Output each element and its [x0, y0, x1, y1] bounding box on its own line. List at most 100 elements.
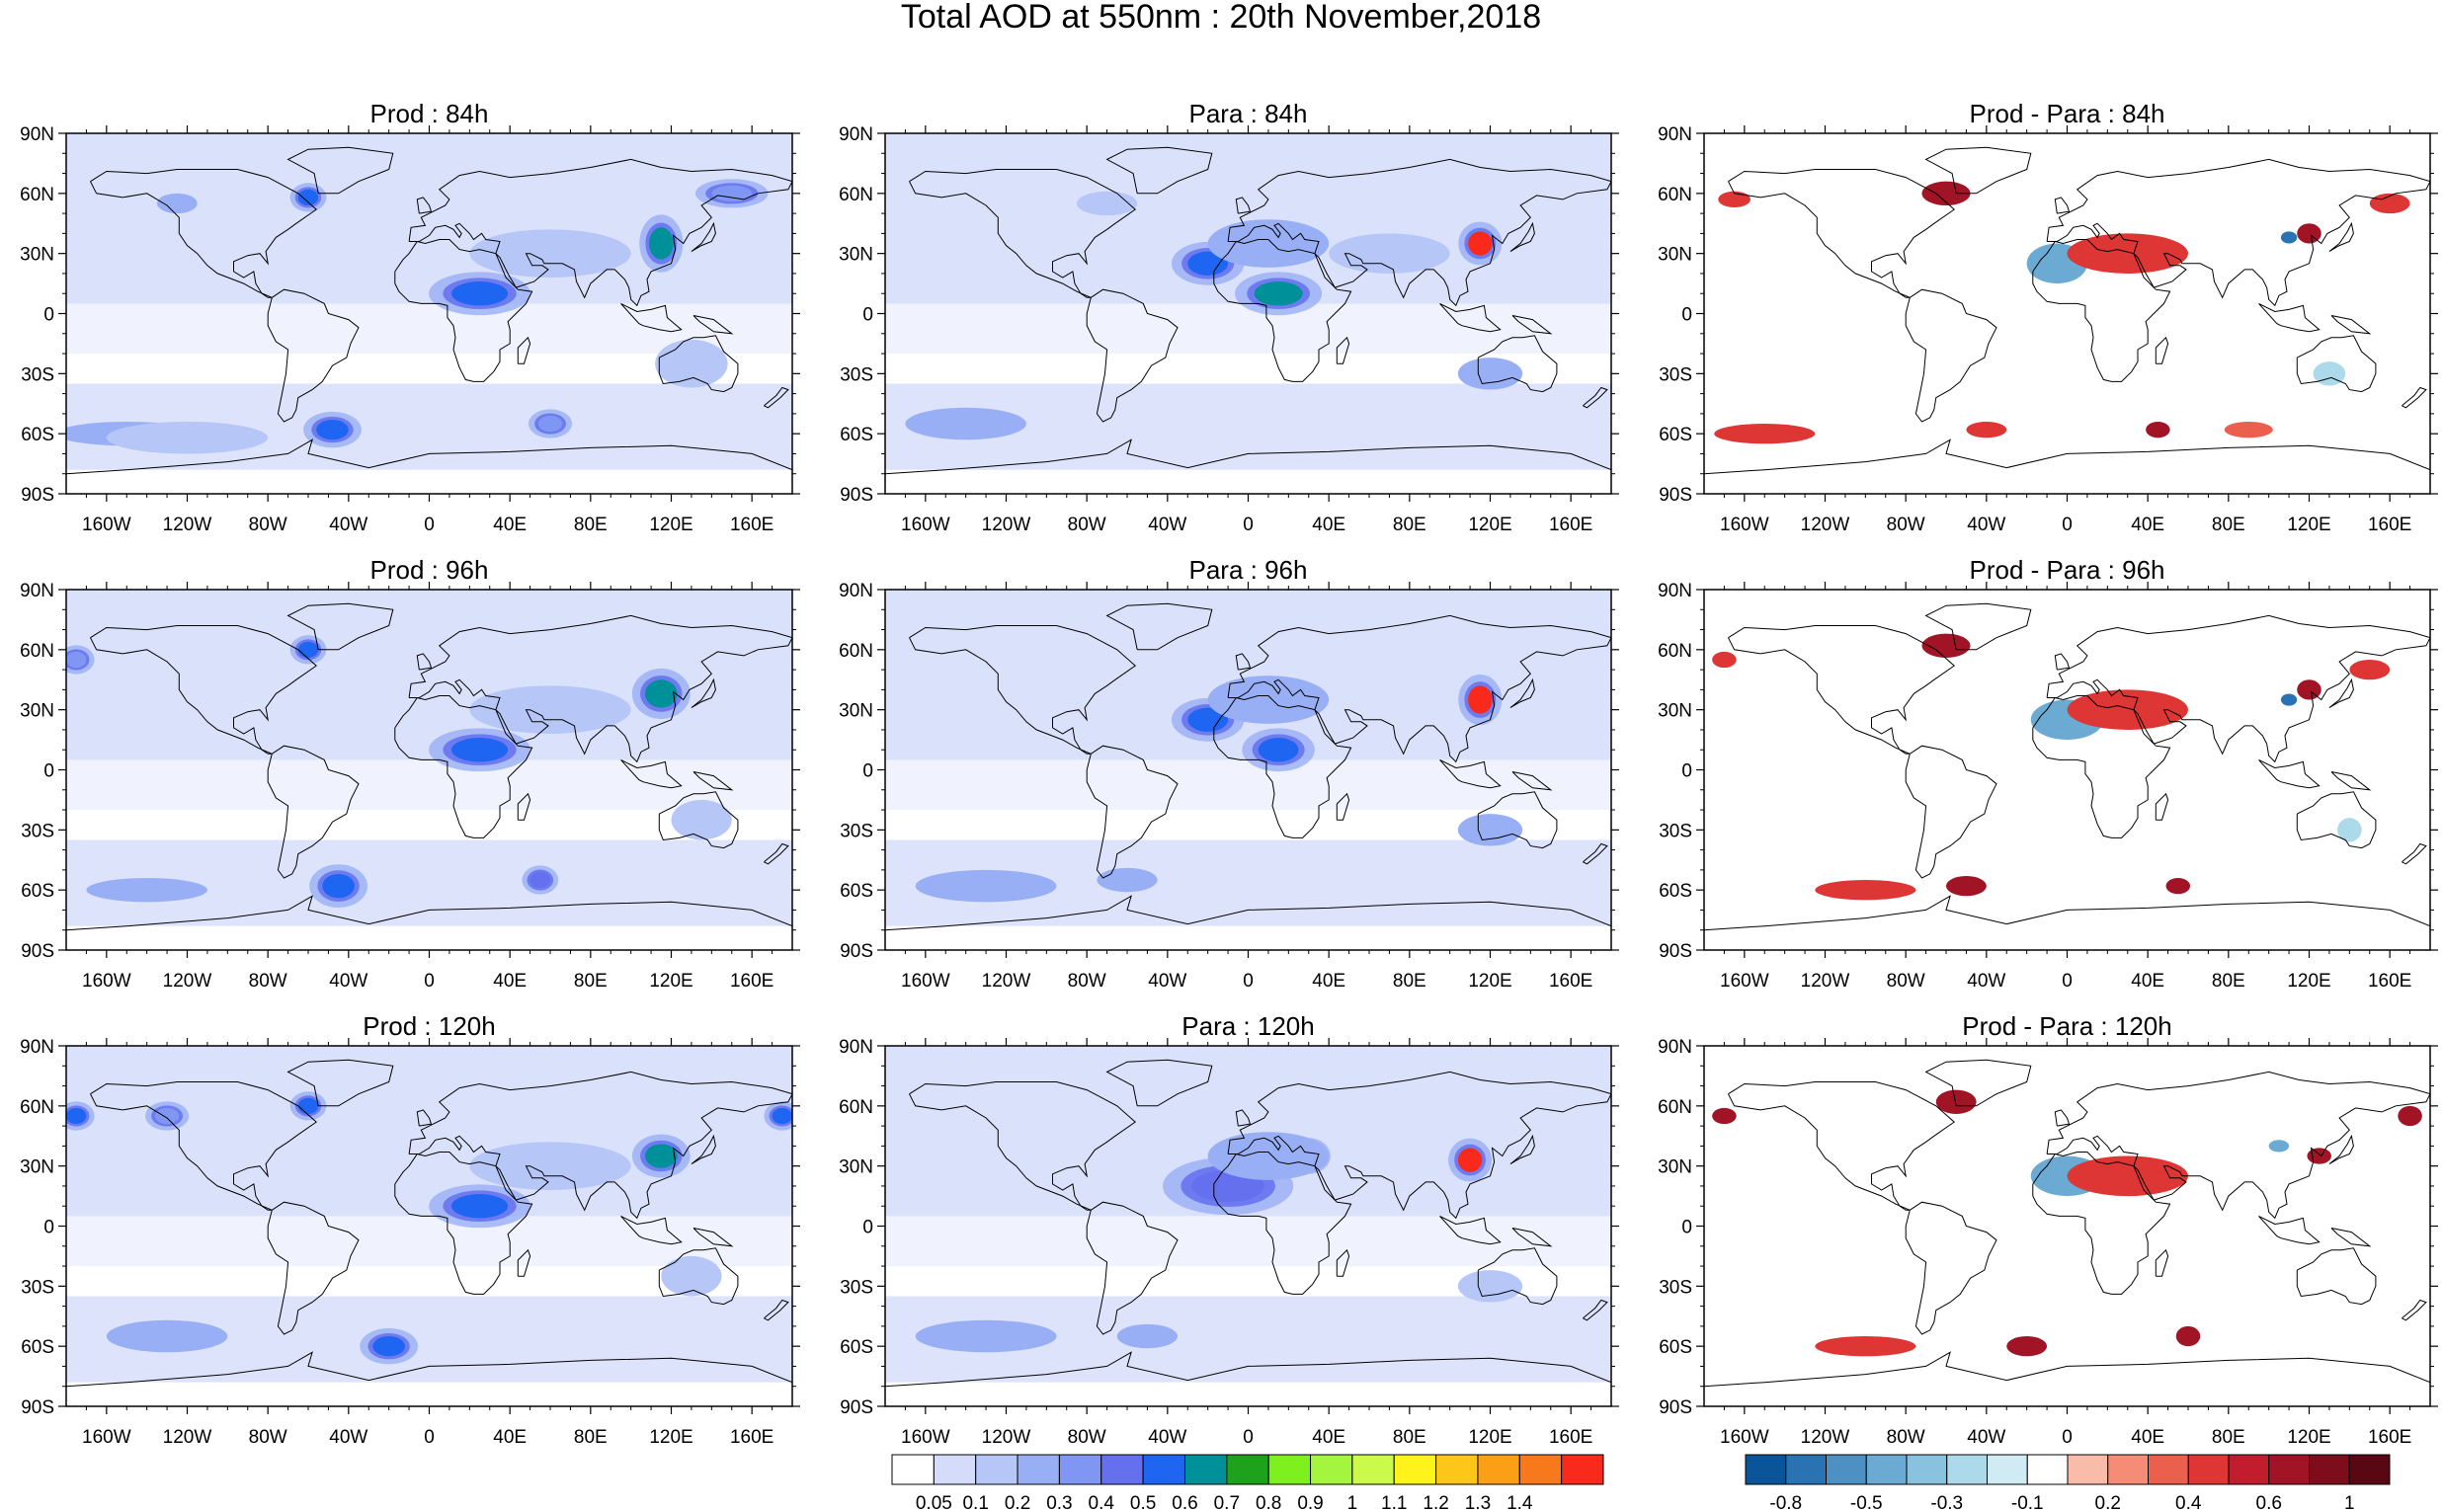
lon-label: 80W	[249, 1427, 287, 1448]
lon-label: 0	[424, 971, 435, 992]
coastline	[2155, 1248, 2169, 1277]
lat-label: 0	[43, 1218, 54, 1238]
coastline	[1509, 221, 1535, 253]
coastline	[691, 221, 716, 253]
lat-label: 90N	[839, 124, 873, 145]
colorbar-swatch	[2067, 1454, 2109, 1485]
colorbar-swatch	[1183, 1454, 1228, 1485]
colorbar-label: 1	[2344, 1493, 2355, 1512]
coastline	[764, 842, 789, 865]
aod-plume	[469, 229, 631, 278]
coastline	[1728, 169, 1956, 298]
lon-label: 0	[2062, 971, 2073, 992]
lon-label: 160E	[1549, 1427, 1592, 1448]
colorbar-label: 0.6	[2256, 1493, 2282, 1512]
coastline	[1336, 792, 1350, 821]
lon-label: 80E	[2212, 1427, 2245, 1448]
aod-difference-patch	[2165, 878, 2191, 895]
lon-label: 40W	[1967, 515, 2005, 535]
lat-label: 30N	[20, 1157, 54, 1178]
aod-plume	[1468, 685, 1493, 714]
lon-label: 0	[2062, 515, 2073, 535]
coastline	[1235, 1109, 1252, 1127]
aod-difference-patch	[1718, 191, 1751, 208]
colorbar-swatch	[1477, 1454, 1520, 1485]
aod-difference-patch	[1712, 1107, 1737, 1125]
lon-label: 40E	[2131, 1427, 2164, 1448]
colorbar-swatch	[2309, 1454, 2350, 1485]
lat-label: 90N	[1658, 1037, 1692, 1058]
coastline	[2046, 614, 2430, 763]
coastline	[1477, 335, 1558, 393]
coastline	[267, 288, 360, 423]
aod-plume	[1207, 676, 1330, 724]
coastline	[1105, 146, 1213, 195]
colorbar-swatch	[1946, 1454, 1988, 1485]
lat-label: 60S	[840, 881, 873, 902]
colorbar-swatch	[2187, 1454, 2230, 1485]
colorbar-label: 1.2	[1423, 1493, 1448, 1512]
aod-difference-patch	[2067, 689, 2188, 730]
lon-label: 160W	[1720, 515, 1769, 535]
colorbar-swatch	[1226, 1454, 1269, 1485]
aod-difference-patch	[2067, 233, 2188, 274]
lon-label: 160W	[1720, 971, 1769, 992]
lat-label: 60S	[21, 425, 54, 445]
map-panel-prod-120h: Prod : 120h 90N 60N 30N 0 30S 60S 90S 160W 120W 80…	[20, 1011, 800, 1448]
lon-label: 120W	[163, 1427, 212, 1448]
aod-difference-patch	[2280, 231, 2298, 244]
coastline	[658, 335, 739, 393]
coastline	[1213, 239, 1352, 382]
colorbar-swatch	[975, 1454, 1018, 1485]
lat-label: 0	[43, 305, 54, 326]
aod-plume	[537, 415, 563, 433]
aod-difference-patch	[2268, 1140, 2290, 1153]
coastline	[1235, 197, 1252, 214]
lon-label: 80E	[574, 515, 608, 535]
lat-label: 90S	[1659, 941, 1692, 962]
coastline	[2258, 1215, 2321, 1245]
aod-plume	[644, 679, 678, 708]
lat-label: 60S	[1659, 881, 1692, 902]
lon-label: 120E	[2287, 971, 2330, 992]
lon-label: 120E	[1468, 515, 1511, 535]
colorbar-label: 1.3	[1465, 1493, 1491, 1512]
map-field	[885, 1046, 1611, 1406]
lat-label: 60N	[839, 1097, 873, 1118]
colorbar-label: 0.5	[1130, 1493, 1156, 1512]
lon-label: 40E	[493, 1427, 527, 1448]
lon-label: 40E	[2131, 971, 2164, 992]
aod-plume	[671, 799, 732, 840]
lat-label: 0	[1681, 305, 1692, 326]
lat-label: 60S	[840, 425, 873, 445]
aod-plume	[1468, 231, 1493, 256]
coastline	[2328, 677, 2354, 709]
aod-plume	[1207, 219, 1330, 268]
coastline	[2258, 758, 2321, 789]
map-field	[885, 590, 1611, 950]
coastline	[2046, 1071, 2430, 1220]
aod-difference-patch	[1966, 422, 2007, 438]
lat-label: 90N	[20, 1037, 54, 1058]
coastline	[1086, 745, 1179, 879]
coastline	[658, 1247, 739, 1306]
colorbar-label: -0.8	[1769, 1493, 1802, 1512]
colorbar-swatch	[2148, 1454, 2189, 1485]
coastline	[66, 1351, 792, 1388]
map-field	[1704, 133, 2430, 494]
aod-plume	[316, 419, 349, 440]
coastline	[517, 336, 531, 364]
lon-label: 120W	[1801, 1427, 1850, 1448]
coastline	[408, 1071, 792, 1220]
aod-plume	[450, 1194, 509, 1219]
colorbar-swatch	[1745, 1454, 1787, 1485]
aod-difference-patch	[1815, 1336, 1916, 1357]
colorbar-swatch	[1826, 1454, 1867, 1485]
colorbar-label: 0.3	[1046, 1493, 1072, 1512]
coastline	[2258, 302, 2321, 333]
coastline	[1704, 438, 2430, 475]
coastline	[620, 302, 683, 333]
lon-label: 80E	[1393, 1427, 1426, 1448]
aod-plume	[154, 1107, 180, 1125]
lon-label: 160E	[730, 515, 774, 535]
